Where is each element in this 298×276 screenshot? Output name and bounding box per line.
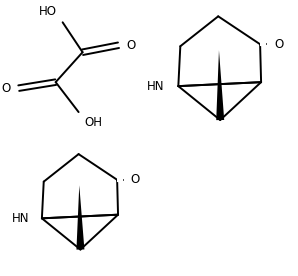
Text: OH: OH [85,116,103,129]
Text: O: O [274,38,283,51]
Text: O: O [130,173,139,186]
Text: HO: HO [39,5,57,18]
Text: HN: HN [12,212,29,225]
Text: O: O [126,39,136,52]
Polygon shape [216,50,224,120]
Polygon shape [77,185,84,250]
Text: HN: HN [147,80,164,93]
Text: O: O [1,82,11,95]
